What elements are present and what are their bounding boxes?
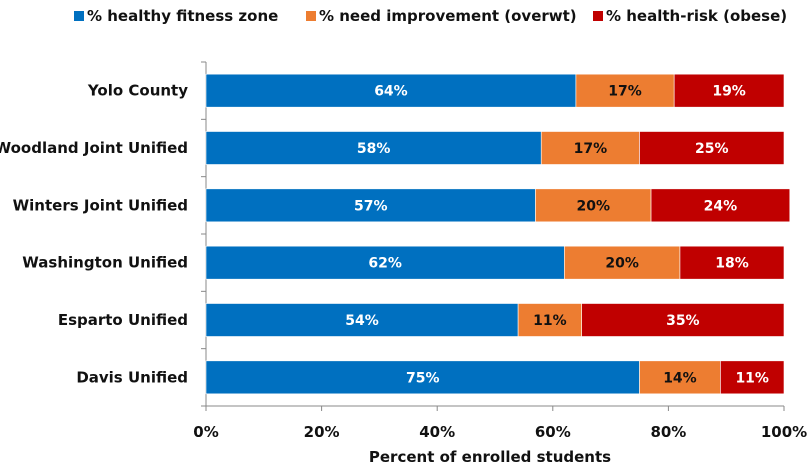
category-label: Davis Unified: [76, 368, 188, 386]
legend-label: % need improvement (overwt): [319, 7, 577, 25]
data-label: 64%: [374, 84, 408, 100]
bar-segment: [673, 73, 785, 108]
category-label: Esparto Unified: [58, 311, 188, 329]
axes: [201, 61, 785, 411]
bar-segment: [650, 188, 791, 223]
data-label: 14%: [663, 370, 697, 386]
x-tick-label: 100%: [761, 423, 807, 441]
legend: % healthy fitness zone % need improvement…: [74, 7, 787, 25]
bar-segment: [540, 131, 640, 165]
bar-segment: [679, 245, 785, 280]
x-tick-label: 0%: [193, 423, 218, 441]
x-tick-label: 60%: [535, 423, 571, 441]
category-label: Yolo County: [87, 82, 188, 100]
bar-row: 62% 20% 18%: [205, 245, 785, 280]
x-tick-label: 40%: [419, 423, 455, 441]
bar-segment: [205, 245, 565, 280]
legend-item: % need improvement (overwt): [306, 7, 577, 25]
data-label: 58%: [357, 141, 391, 157]
legend-swatch: [593, 11, 603, 21]
data-label: 20%: [577, 198, 611, 214]
data-label: 18%: [715, 256, 749, 272]
category-label: Woodland Joint Unified: [0, 139, 188, 157]
x-axis-title: Percent of enrolled students: [369, 448, 611, 466]
data-label: 35%: [666, 313, 700, 329]
legend-item: % healthy fitness zone: [74, 7, 278, 25]
bar-segment: [205, 131, 542, 165]
bars: 64% 17% 19% 58% 17% 25% 57% 20% 24% 62% 20% 18% 54% 1…: [205, 73, 791, 395]
legend-label: % healthy fitness zone: [87, 7, 278, 25]
bar-segment: [639, 131, 785, 165]
data-label: 17%: [574, 141, 608, 157]
data-label: 24%: [704, 198, 738, 214]
data-label: 20%: [605, 256, 639, 272]
x-tick-label: 20%: [304, 423, 340, 441]
bar-segment: [581, 303, 785, 337]
bar-segment: [535, 188, 652, 223]
bar-segment: [205, 188, 536, 223]
bar-row: 64% 17% 19%: [205, 73, 785, 108]
x-tick-labels: 0% 20% 40% 60% 80% 100%: [193, 423, 807, 441]
data-label: 57%: [354, 198, 388, 214]
x-tick-label: 80%: [650, 423, 686, 441]
bar-segment: [720, 360, 785, 395]
data-label: 11%: [533, 313, 567, 329]
bar-row: 58% 17% 25%: [205, 131, 785, 165]
legend-item: % health-risk (obese): [593, 7, 787, 25]
data-label: 25%: [695, 141, 729, 157]
bar-row: 54% 11% 35%: [205, 303, 785, 337]
data-label: 62%: [368, 256, 402, 272]
data-label: 19%: [712, 84, 746, 100]
category-label: Winters Joint Unified: [13, 196, 188, 214]
category-labels: Yolo County Woodland Joint Unified Winters…: [0, 82, 188, 387]
bar-segment: [639, 360, 721, 395]
legend-label: % health-risk (obese): [606, 7, 787, 25]
data-label: 17%: [608, 84, 642, 100]
bar-row: 75% 14% 11%: [205, 360, 785, 395]
legend-swatch: [74, 11, 84, 21]
data-label: 75%: [406, 370, 440, 386]
bar-segment: [564, 245, 681, 280]
data-label: 11%: [735, 370, 769, 386]
bar-row: 57% 20% 24%: [205, 188, 791, 223]
legend-swatch: [306, 11, 316, 21]
category-label: Washington Unified: [22, 254, 188, 272]
bar-segment: [517, 303, 582, 337]
bar-segment: [205, 303, 519, 337]
data-label: 54%: [345, 313, 379, 329]
bar-segment: [205, 73, 577, 108]
